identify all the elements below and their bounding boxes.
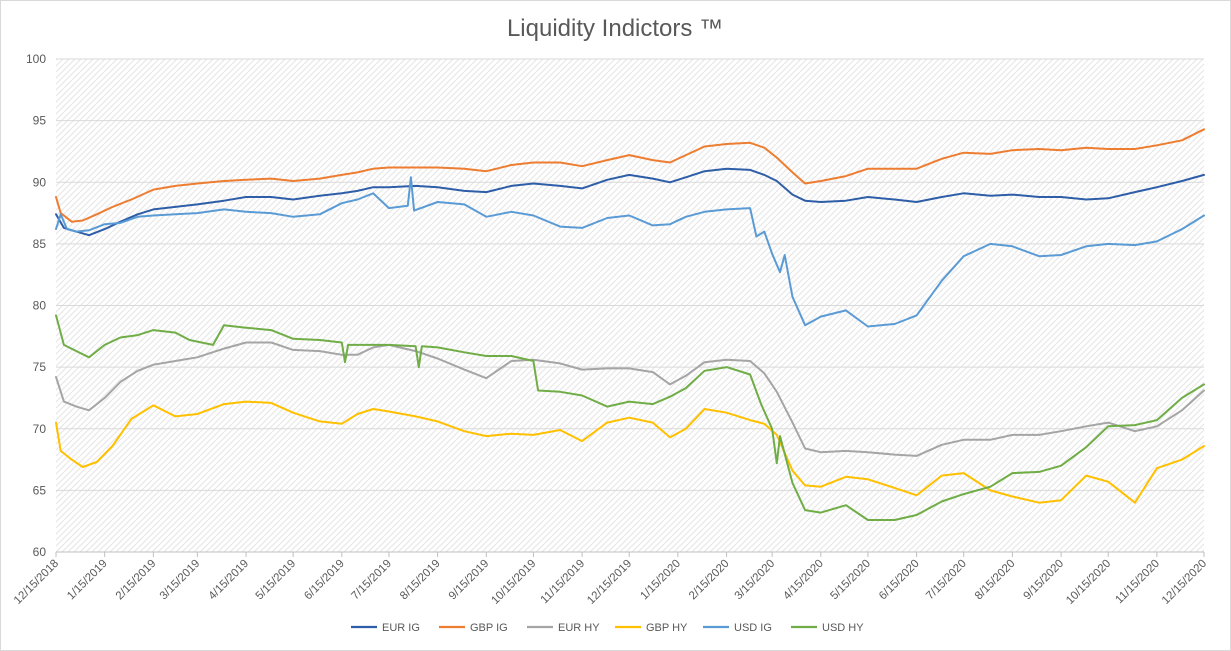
y-tick-label: 85	[33, 237, 47, 251]
x-tick-label: 1/15/2020	[638, 558, 683, 603]
x-tick-label: 12/15/2018	[12, 558, 61, 607]
x-tick-label: 12/15/2019	[585, 558, 634, 607]
x-tick-label: 12/15/2020	[1160, 558, 1209, 607]
x-tick-label: 4/15/2020	[781, 558, 826, 603]
x-tick-label: 7/15/2020	[924, 558, 969, 603]
x-tick-label: 4/15/2019	[206, 558, 251, 603]
x-tick-label: 2/15/2019	[114, 558, 159, 603]
x-tick-label: 9/15/2019	[447, 558, 492, 603]
x-tick-label: 6/15/2019	[302, 558, 347, 603]
series-line-usd-ig	[55, 176, 1205, 328]
legend-label: GBP IG	[470, 622, 508, 634]
x-tick-label: 5/15/2019	[254, 558, 299, 603]
x-tick-label: 7/15/2019	[349, 558, 394, 603]
series-line-usd-hy	[55, 314, 1205, 521]
x-tick-label: 8/15/2019	[398, 558, 443, 603]
x-tick-label: 5/15/2020	[828, 558, 873, 603]
series-line-eur-hy	[55, 341, 1205, 457]
x-tick-label: 10/15/2020	[1064, 558, 1113, 607]
y-tick-label: 80	[33, 299, 47, 313]
series-line-eur-ig	[55, 167, 1205, 237]
x-tick-label: 6/15/2020	[877, 558, 922, 603]
y-tick-label: 100	[26, 52, 46, 66]
series-lines	[55, 128, 1205, 521]
x-tick-label: 9/15/2020	[1022, 558, 1067, 603]
y-tick-label: 70	[33, 422, 47, 436]
x-tick-label: 11/15/2020	[1113, 558, 1162, 607]
y-tick-label: 60	[33, 545, 47, 559]
legend: EUR IG GBP IG EUR HY GBP HY USD IG USD HY	[351, 622, 864, 634]
x-tick-label: 2/15/2020	[687, 558, 732, 603]
legend-label: USD HY	[822, 622, 864, 634]
x-tick-label: 1/15/2019	[65, 558, 110, 603]
y-tick-label: 90	[33, 175, 47, 189]
y-tick-label: 65	[33, 483, 47, 497]
legend-label: USD IG	[734, 622, 772, 634]
x-tick-label: 10/15/2019	[489, 558, 538, 607]
x-tick-label: 11/15/2019	[539, 558, 588, 607]
y-tick-label: 75	[33, 360, 47, 374]
legend-label: GBP HY	[646, 622, 688, 634]
series-line-gbp-ig	[55, 128, 1205, 223]
x-tick-label: 8/15/2020	[973, 558, 1018, 603]
legend-label: EUR HY	[558, 622, 600, 634]
legend-label: EUR IG	[382, 622, 420, 634]
chart-title: Liquidity Indictors ™	[507, 15, 723, 42]
x-tick-label: 3/15/2019	[158, 558, 203, 603]
x-tick-label: 3/15/2020	[733, 558, 778, 603]
y-tick-label: 95	[33, 114, 47, 128]
